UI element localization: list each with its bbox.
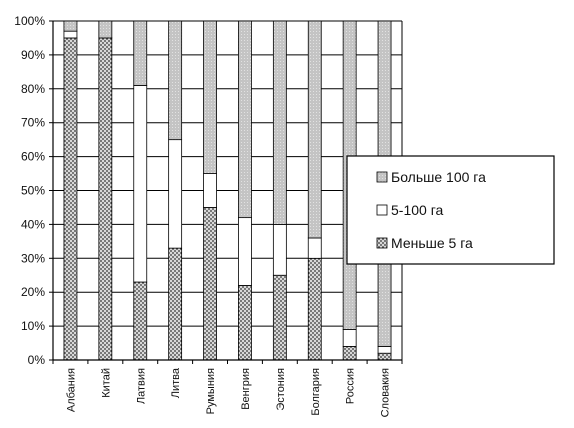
- y-tick-labels: 0% 10% 20% 30% 40% 50% 60% 70% 80% 90% 100%: [14, 14, 45, 367]
- x-category-label: Албания: [65, 368, 77, 412]
- legend-label: Меньше 5 га: [391, 235, 473, 251]
- x-category-label: Венгрия: [240, 368, 252, 410]
- bar-segment-2-3: [133, 85, 148, 283]
- bar-segment-3-3: [133, 20, 148, 86]
- bar-segment-1-9: [342, 346, 357, 361]
- bar-segment-1-7: [272, 274, 287, 361]
- bar-segment-3-7: [272, 20, 287, 225]
- bar-segment-2-6: [238, 217, 252, 286]
- y-tick-label: 90%: [21, 48, 45, 62]
- y-tick-label: 100%: [14, 14, 45, 28]
- y-tick-label: 60%: [21, 150, 45, 164]
- bar-segment-3-8: [307, 20, 322, 239]
- y-tick-label: 20%: [21, 285, 45, 299]
- bar-segment-1-10: [377, 352, 392, 361]
- legend-label: Больше 100 га: [391, 169, 486, 185]
- x-category-label: Эстония: [275, 368, 287, 411]
- bar-segment-2-8: [307, 237, 322, 259]
- bar-segment-1-6: [238, 285, 252, 361]
- bar-segment-1-3: [133, 281, 148, 361]
- y-tick-label: 10%: [21, 319, 45, 333]
- bar-segment-1-8: [307, 257, 322, 361]
- x-category-label: Румыния: [205, 368, 217, 414]
- y-tick-label: 50%: [21, 184, 45, 198]
- x-category-label: Словакия: [380, 368, 392, 417]
- legend-label: 5-100 га: [391, 202, 443, 218]
- y-tick-label: 30%: [21, 251, 45, 265]
- bar-segment-2-9: [342, 329, 357, 347]
- y-tick-label: 80%: [21, 82, 45, 96]
- x-category-label: Россия: [345, 368, 357, 404]
- bar-segment-1-5: [203, 207, 217, 361]
- x-tick-labels: Албания Китай Латвия Литва Румыния Венгрия Эст…: [65, 367, 391, 417]
- y-tick-label: 0%: [28, 353, 46, 367]
- x-category-label: Латвия: [135, 368, 147, 404]
- bar-segment-2-1: [63, 30, 78, 39]
- bar-segment-1-4: [168, 247, 183, 361]
- bar-segment-3-2: [98, 20, 113, 39]
- bar-segment-1-2: [98, 37, 113, 361]
- bar-segment-2-7: [272, 223, 287, 276]
- bar-segment-3-4: [168, 20, 183, 141]
- y-tick-label: 70%: [21, 116, 45, 130]
- bar-segment-2-5: [203, 173, 217, 208]
- bar-segment-3-6: [238, 20, 252, 219]
- x-category-label: Литва: [170, 367, 182, 398]
- bar-segment-3-1: [63, 20, 78, 32]
- y-tick-label: 40%: [21, 217, 45, 231]
- legend: Больше 100 га 5-100 га Меньше 5 га: [346, 155, 555, 265]
- legend-swatch: [376, 237, 388, 249]
- legend-swatch: [376, 171, 388, 183]
- x-category-label: Болгария: [310, 368, 322, 416]
- bar-segment-2-10: [377, 346, 392, 354]
- legend-swatch: [376, 204, 388, 216]
- bar-segment-2-4: [168, 139, 183, 249]
- bar-segment-3-5: [203, 20, 217, 174]
- bar-segment-1-1: [63, 37, 78, 361]
- x-category-label: Китай: [100, 368, 112, 398]
